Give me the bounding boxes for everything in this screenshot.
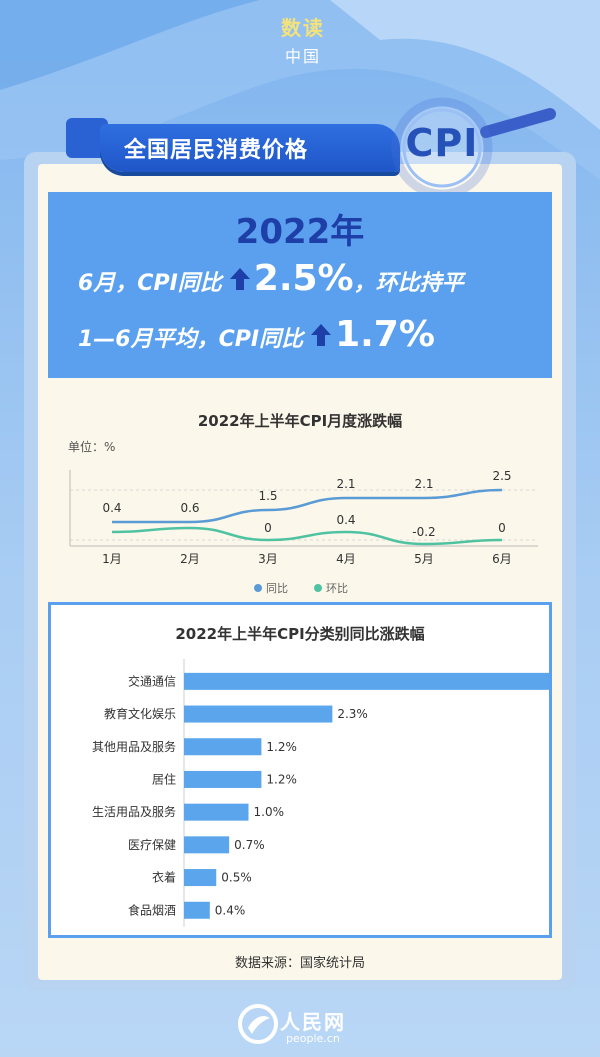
data-label: 0.4 [102, 501, 121, 515]
up-arrow-icon [229, 267, 250, 290]
value-label: 0.5% [221, 871, 252, 885]
hero-line-average: 1—6月平均，CPI同比 1.7% [78, 314, 435, 355]
bar-chart-title: 2022年上半年CPI分类别同比涨跌幅 [175, 625, 425, 643]
bar [184, 672, 549, 690]
data-label: 1.5 [258, 489, 277, 503]
value-label: 1.2% [266, 740, 297, 754]
data-label: 0.4 [336, 513, 355, 527]
value-label: 0.7% [234, 838, 265, 852]
bar [184, 836, 230, 854]
data-label: 0 [498, 521, 506, 535]
category-label: 居住 [152, 772, 176, 786]
value-label: 0.4% [215, 903, 246, 917]
hero-year: 2022年 [235, 212, 365, 252]
page-title: 全国居民消费价格 [124, 138, 309, 163]
hero-line-june: 6月，CPI同比 2.5% ，环比持平 [78, 258, 464, 299]
bar [184, 803, 249, 821]
x-tick-label: 4月 [336, 552, 356, 566]
brand-logo: 数读 中国 [258, 12, 348, 72]
brand-line2: 中国 [284, 47, 321, 66]
category-label: 食品烟酒 [128, 902, 176, 917]
x-tick-label: 5月 [414, 552, 434, 566]
data-source: 数据来源：国家统计局 [234, 956, 365, 971]
footer-url: people.cn [286, 1032, 340, 1045]
line-chart-unit: 单位：% [68, 440, 116, 454]
bar-chart: 交通通信6.3%教育文化娱乐2.3%其他用品及服务1.2%居住1.2%生活用品及… [92, 659, 549, 927]
bar [184, 869, 217, 887]
value-label: 1.0% [254, 805, 285, 819]
x-tick-label: 3月 [258, 552, 278, 566]
data-label: 2.1 [414, 477, 433, 491]
category-label: 交通通信 [128, 673, 176, 688]
x-tick-label: 1月 [102, 552, 122, 566]
bar [184, 738, 262, 756]
line-chart: 1月 2月 3月 4月 5月 6月 0.4 0.6 1.5 2.1 2.1 2.5 0 0.4 -0.2 0 同… [69, 469, 538, 595]
up-arrow-icon [311, 323, 332, 346]
value-label: 1.2% [266, 772, 297, 786]
legend-marker [314, 584, 322, 592]
legend-label: 同比 [266, 582, 288, 595]
cpi-badge: CPI [405, 121, 479, 165]
data-label: 2.5 [492, 469, 511, 483]
x-tick-label: 6月 [492, 552, 512, 566]
data-label: 2.1 [336, 477, 355, 491]
data-label: 0.6 [180, 501, 199, 515]
bar-chart-panel: 2022年上半年CPI分类别同比涨跌幅 交通通信6.3%教育文化娱乐2.3%其他… [48, 602, 552, 938]
brand-line1: 数读 [281, 16, 325, 40]
bar [184, 901, 210, 919]
data-label: 0 [264, 521, 272, 535]
bar [184, 705, 333, 723]
category-label: 医疗保健 [128, 838, 176, 852]
series-line-同比 [112, 488, 503, 524]
bar [184, 770, 262, 788]
series-line-环比 [111, 526, 503, 546]
hero-line1-prefix: 6月，CPI同比 [78, 271, 222, 296]
hero-line1-suffix: ，环比持平 [353, 271, 464, 296]
category-label: 衣着 [152, 870, 176, 885]
category-label: 生活用品及服务 [92, 804, 176, 819]
footer-name: 人民网 [280, 1010, 346, 1034]
data-label: -0.2 [412, 525, 435, 539]
category-label: 教育文化娱乐 [104, 706, 176, 721]
footer-logo: 人民网 people.cn [238, 1002, 368, 1052]
hero-line1-value: 2.5% [253, 258, 354, 299]
hero-panel: 2022年 6月，CPI同比 2.5% ，环比持平 1—6月平均，CPI同比 1… [48, 192, 552, 378]
line-chart-title: 2022年上半年CPI月度涨跌幅 [197, 412, 403, 430]
value-label: 2.3% [337, 707, 368, 721]
legend-label: 环比 [326, 582, 348, 595]
legend-marker [254, 584, 262, 592]
hero-line2-value: 1.7% [335, 314, 435, 355]
x-tick-label: 2月 [180, 552, 200, 566]
category-label: 其他用品及服务 [92, 739, 176, 754]
title-ribbon: 全国居民消费价格 [100, 124, 400, 172]
people-logo-icon [238, 1004, 278, 1044]
hero-line2-prefix: 1—6月平均，CPI同比 [78, 327, 304, 352]
